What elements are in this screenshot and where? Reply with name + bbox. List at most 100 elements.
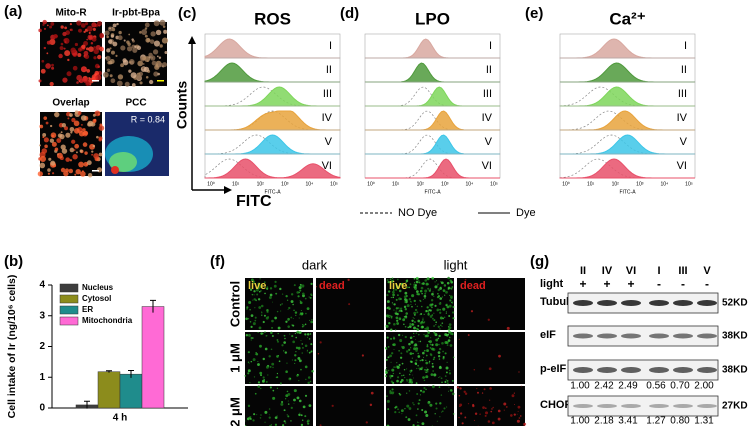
speckle — [424, 328, 426, 330]
speckle — [433, 313, 434, 314]
speckle — [86, 69, 90, 73]
speckle — [128, 70, 131, 73]
speckle — [399, 394, 401, 396]
speckle — [256, 353, 258, 355]
speckle — [426, 283, 429, 286]
speckle — [450, 288, 452, 290]
row-label: IV — [677, 112, 688, 124]
speckle — [269, 414, 270, 415]
speckle — [81, 23, 86, 28]
speckle — [88, 34, 94, 40]
speckle — [420, 290, 423, 293]
speckle — [58, 54, 62, 58]
group-label: VI — [626, 265, 636, 277]
micrograph — [457, 332, 525, 384]
speckle — [408, 381, 410, 383]
speckle — [254, 294, 255, 295]
band — [573, 300, 593, 306]
speckle — [489, 387, 492, 390]
x-tick-label: 10⁵ — [490, 181, 498, 187]
speckle — [421, 409, 423, 411]
speckle — [426, 367, 427, 368]
speckle — [81, 45, 85, 49]
histogram — [205, 63, 340, 82]
speckle — [453, 413, 455, 415]
speckle — [251, 337, 253, 339]
speckle — [413, 404, 415, 406]
speckle — [420, 390, 422, 392]
speckle — [446, 304, 448, 306]
band — [573, 404, 593, 408]
speckle — [396, 313, 398, 315]
speckle — [309, 296, 310, 297]
speckle — [96, 136, 99, 139]
speckle — [425, 389, 427, 391]
speckle — [260, 332, 262, 334]
speckle — [449, 323, 452, 326]
speckle — [441, 342, 444, 345]
speckle — [99, 33, 104, 38]
speckle — [439, 376, 440, 377]
speckle — [260, 417, 262, 419]
speckle — [305, 366, 308, 369]
speckle — [498, 410, 501, 413]
speckle — [425, 335, 428, 338]
speckle — [437, 421, 438, 422]
speckle — [52, 172, 54, 174]
speckle — [444, 284, 446, 286]
speckle — [390, 338, 392, 340]
band — [621, 300, 641, 306]
histogram — [365, 111, 500, 130]
speckle — [472, 405, 474, 407]
panel-label: (f) — [210, 253, 225, 270]
speckle — [429, 362, 430, 363]
speckle — [266, 381, 268, 383]
speckle — [246, 306, 248, 308]
speckle — [95, 75, 101, 81]
speckle — [390, 377, 391, 378]
speckle — [439, 302, 442, 305]
speckle — [285, 398, 286, 399]
size-label: 38KD — [722, 365, 748, 376]
speckle — [429, 404, 432, 407]
speckle — [307, 333, 309, 335]
speckle — [50, 22, 54, 26]
x-tick-label: 10⁰ — [562, 181, 570, 187]
speckle — [433, 332, 435, 334]
speckle — [430, 315, 433, 318]
speckle — [460, 412, 462, 414]
speckle — [386, 294, 388, 296]
speckle — [295, 311, 297, 313]
speckle — [437, 296, 439, 298]
speckle — [407, 327, 409, 329]
speckle — [447, 282, 450, 285]
histogram — [560, 39, 695, 58]
speckle — [304, 333, 306, 335]
speckle — [415, 339, 416, 340]
speckle — [51, 64, 54, 67]
speckle — [300, 301, 303, 304]
speckle — [424, 411, 427, 414]
speckle — [279, 288, 281, 290]
band-value: 2.18 — [594, 416, 614, 426]
row-label: V — [680, 136, 688, 148]
speckle — [263, 376, 265, 378]
speckle — [410, 352, 413, 355]
speckle — [410, 341, 413, 344]
speckle — [97, 55, 101, 59]
histogram — [365, 39, 500, 58]
speckle — [408, 418, 411, 421]
speckle — [418, 334, 420, 336]
speckle — [157, 73, 160, 76]
speckle — [141, 29, 147, 35]
speckle — [426, 310, 428, 312]
speckle — [284, 335, 286, 337]
histogram — [365, 159, 500, 178]
speckle — [307, 420, 310, 423]
speckle — [288, 403, 289, 404]
speckle — [403, 324, 405, 326]
speckle — [435, 413, 436, 414]
speckle — [418, 341, 419, 342]
speckle — [404, 306, 406, 308]
speckle — [248, 369, 251, 372]
